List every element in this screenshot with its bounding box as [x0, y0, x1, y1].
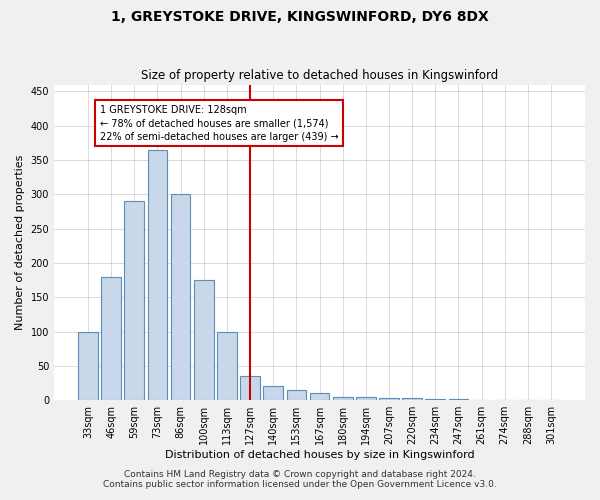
Bar: [263, 386, 283, 400]
Text: 1 GREYSTOKE DRIVE: 128sqm
← 78% of detached houses are smaller (1,574)
22% of se: 1 GREYSTOKE DRIVE: 128sqm ← 78% of detac…: [100, 105, 338, 142]
Bar: [333, 397, 353, 400]
Bar: [217, 332, 237, 400]
Bar: [240, 376, 260, 400]
Bar: [78, 332, 98, 400]
Bar: [425, 399, 445, 400]
Bar: [287, 390, 306, 400]
Bar: [379, 398, 399, 400]
Bar: [194, 280, 214, 400]
X-axis label: Distribution of detached houses by size in Kingswinford: Distribution of detached houses by size …: [165, 450, 475, 460]
Bar: [402, 398, 422, 400]
Bar: [449, 399, 468, 400]
Bar: [124, 201, 144, 400]
Title: Size of property relative to detached houses in Kingswinford: Size of property relative to detached ho…: [141, 69, 498, 82]
Text: Contains HM Land Registry data © Crown copyright and database right 2024.
Contai: Contains HM Land Registry data © Crown c…: [103, 470, 497, 489]
Bar: [310, 394, 329, 400]
Text: 1, GREYSTOKE DRIVE, KINGSWINFORD, DY6 8DX: 1, GREYSTOKE DRIVE, KINGSWINFORD, DY6 8D…: [111, 10, 489, 24]
Bar: [356, 397, 376, 400]
Y-axis label: Number of detached properties: Number of detached properties: [15, 154, 25, 330]
Bar: [101, 276, 121, 400]
Bar: [171, 194, 190, 400]
Bar: [148, 150, 167, 400]
